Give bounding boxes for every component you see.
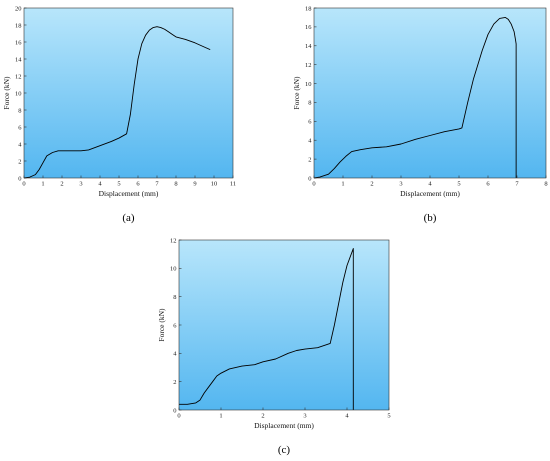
x-tick-label-c: 0 — [177, 413, 180, 420]
x-tick-label-a: 5 — [117, 181, 120, 188]
x-axis-label-a: Displacement (mm) — [99, 189, 159, 198]
panel-label-a: (a) — [122, 212, 135, 224]
y-tick-label-c: 10 — [170, 266, 177, 273]
x-tick-label-a: 7 — [155, 181, 159, 188]
y-tick-label-a: 10 — [15, 90, 22, 97]
y-tick-label-a: 4 — [18, 141, 22, 148]
plot-background-a — [24, 8, 233, 178]
x-axis-label-c: Displacement (mm) — [254, 421, 314, 430]
y-tick-label-a: 18 — [15, 22, 22, 29]
y-tick-label-c: 2 — [173, 379, 176, 386]
x-axis-label-b: Displacement (mm) — [400, 189, 460, 198]
y-tick-label-a: 6 — [18, 124, 22, 131]
x-tick-label-a: 4 — [98, 181, 102, 188]
y-tick-label-a: 14 — [15, 56, 22, 63]
chart-panel-a: 0 1 2 3 4 5 6 7 8 9 10 1102468101214161820Displacem… — [2, 5, 236, 224]
y-tick-label-b: 16 — [305, 24, 312, 31]
force-displacement-line-a — [23, 26, 211, 179]
x-tick-label-b: 6 — [486, 181, 490, 188]
y-axis-label-b: Force (kN) — [292, 76, 301, 110]
y-tick-label-a: 0 — [18, 175, 21, 182]
y-tick-label-c: 12 — [170, 237, 177, 244]
y-tick-label-a: 16 — [15, 39, 22, 46]
x-tick-label-b: 5 — [457, 181, 460, 188]
x-tick-label-a: 2 — [60, 181, 63, 188]
x-tick-label-a: 1 — [41, 181, 44, 188]
x-tick-label-a: 3 — [79, 181, 82, 188]
panel-label-b: (b) — [424, 212, 437, 224]
x-tick-label-b: 8 — [544, 181, 547, 188]
y-tick-label-a: 12 — [15, 73, 22, 80]
y-tick-label-b: 14 — [305, 43, 312, 50]
x-tick-label-c: 1 — [219, 413, 222, 420]
x-tick-label-b: 4 — [428, 181, 432, 188]
x-tick-label-c: 5 — [387, 413, 390, 420]
x-tick-label-c: 3 — [303, 413, 306, 420]
x-tick-label-b: 1 — [341, 181, 344, 188]
y-tick-label-b: 4 — [308, 138, 312, 145]
y-tick-label-b: 2 — [308, 156, 311, 163]
x-tick-label-a: 6 — [136, 181, 140, 188]
force-displacement-line-c — [179, 248, 354, 410]
x-tick-label-c: 2 — [261, 413, 264, 420]
x-tick-label-a: 10 — [211, 181, 218, 188]
x-tick-label-a: 0 — [22, 181, 25, 188]
y-tick-label-b: 12 — [305, 62, 312, 69]
x-tick-label-a: 9 — [193, 181, 196, 188]
y-tick-label-b: 10 — [305, 81, 312, 88]
plot-background-b — [314, 8, 546, 178]
x-tick-label-b: 2 — [370, 181, 373, 188]
x-tick-label-b: 7 — [515, 181, 519, 188]
y-axis-label-a: Force (kN) — [2, 76, 11, 110]
x-tick-label-b: 0 — [312, 181, 315, 188]
y-tick-label-a: 8 — [18, 107, 21, 114]
plot-background-c — [179, 240, 389, 410]
y-tick-label-a: 2 — [18, 158, 21, 165]
y-tick-label-a: 20 — [15, 5, 22, 12]
y-tick-label-b: 18 — [305, 5, 312, 12]
x-tick-label-b: 3 — [399, 181, 402, 188]
panel-label-c: (c) — [278, 444, 291, 456]
y-tick-label-c: 6 — [173, 322, 177, 329]
y-tick-label-b: 0 — [308, 175, 311, 182]
y-tick-label-b: 6 — [308, 119, 312, 126]
force-displacement-line-b — [313, 16, 517, 179]
y-tick-label-c: 8 — [173, 294, 176, 301]
y-tick-label-b: 8 — [308, 100, 311, 107]
y-axis-label-c: Force (kN) — [157, 308, 166, 342]
x-tick-label-a: 11 — [230, 181, 236, 188]
y-tick-label-c: 0 — [173, 407, 176, 414]
x-tick-label-c: 4 — [345, 413, 349, 420]
x-tick-label-a: 8 — [174, 181, 177, 188]
y-tick-label-c: 4 — [173, 351, 177, 358]
